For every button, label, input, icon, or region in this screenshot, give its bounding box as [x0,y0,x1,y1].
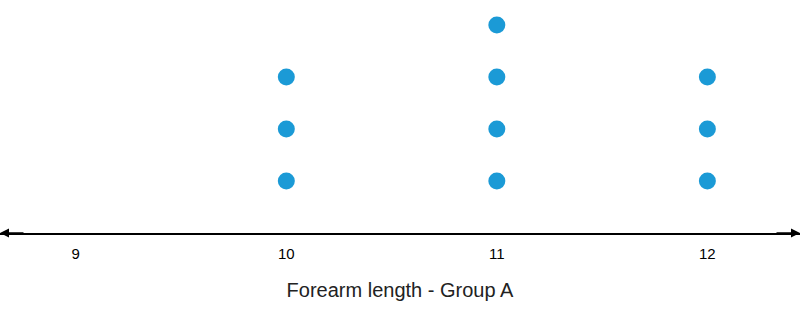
svg-text:10: 10 [278,245,295,262]
svg-text:11: 11 [489,245,505,262]
svg-text:9: 9 [72,245,80,262]
svg-text:Forearm length - Group A: Forearm length - Group A [287,279,514,301]
svg-text:12: 12 [699,245,716,262]
